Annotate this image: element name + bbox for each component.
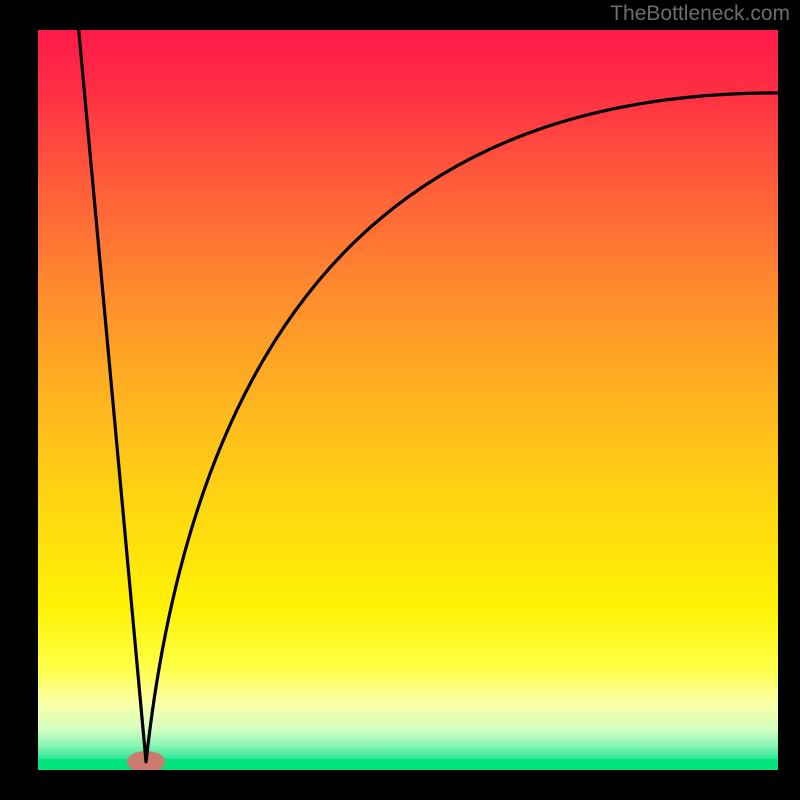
attribution-text: TheBottleneck.com (610, 2, 790, 26)
bottleneck-curve (79, 30, 778, 762)
curve-overlay (38, 30, 778, 770)
plot-area (38, 30, 778, 770)
chart-container: TheBottleneck.com (0, 0, 800, 800)
